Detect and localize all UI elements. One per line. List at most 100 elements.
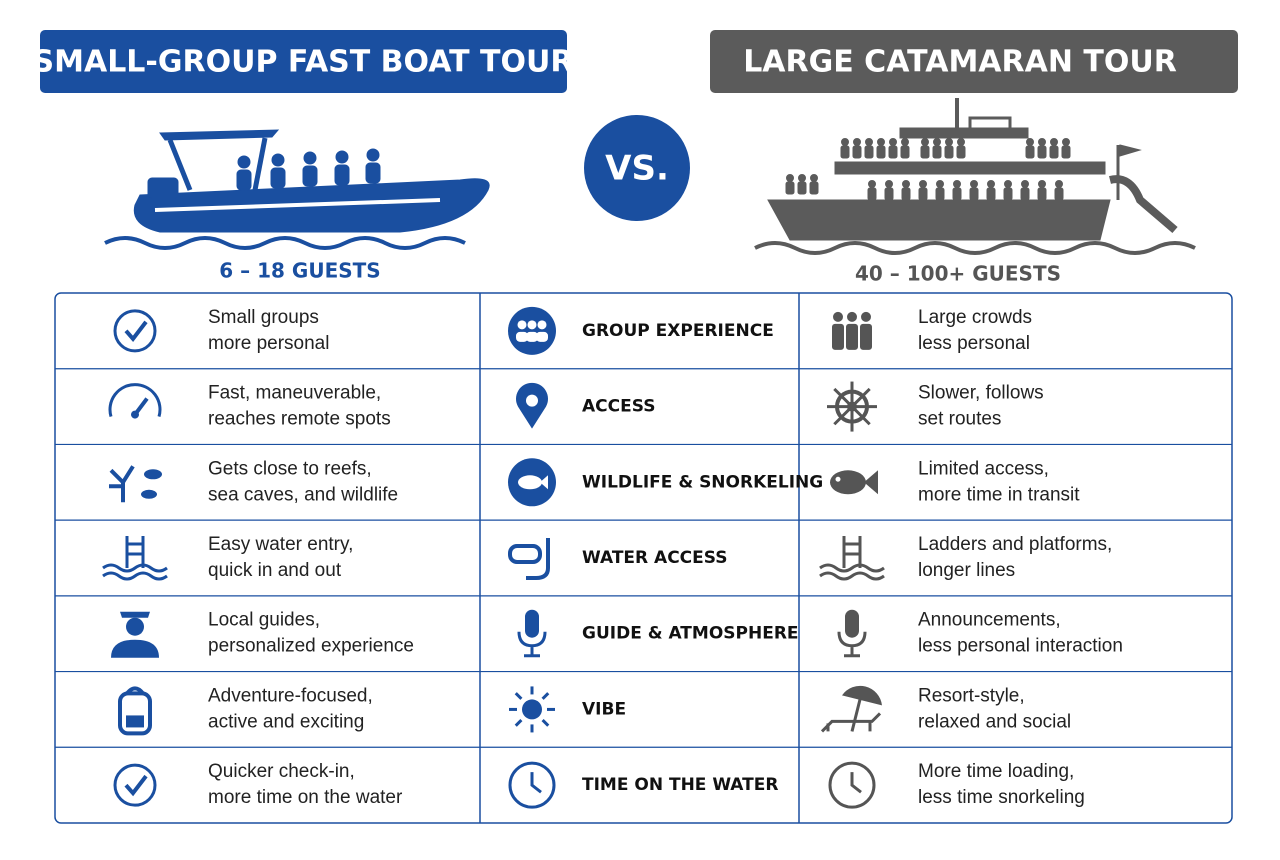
person-head bbox=[865, 138, 873, 146]
right-text: set routes bbox=[918, 409, 1001, 430]
left-text: Fast, maneuverable, bbox=[208, 383, 381, 404]
icon-part bbox=[842, 536, 862, 568]
person-head bbox=[953, 180, 961, 188]
left-text: quick in and out bbox=[208, 560, 342, 581]
passenger bbox=[236, 169, 252, 191]
icon bbox=[819, 536, 885, 581]
top-deck bbox=[899, 127, 1029, 139]
icon bbox=[820, 685, 882, 733]
left-text: reaches remote spots bbox=[208, 409, 391, 430]
left-text: Small groups bbox=[208, 307, 319, 328]
person-head bbox=[936, 180, 944, 188]
right-header-box bbox=[710, 30, 1238, 93]
icon-part bbox=[845, 609, 859, 638]
person-head bbox=[841, 138, 849, 146]
icon-part bbox=[109, 465, 135, 503]
person-head bbox=[901, 138, 909, 146]
left-text: sea caves, and wildlife bbox=[208, 484, 398, 505]
person-body bbox=[901, 187, 911, 201]
icon bbox=[828, 761, 876, 809]
person-head bbox=[919, 180, 927, 188]
passenger bbox=[270, 167, 286, 189]
icon-part bbox=[541, 718, 550, 727]
person-body bbox=[1037, 187, 1047, 201]
icon-part bbox=[120, 611, 150, 618]
icon bbox=[111, 611, 159, 658]
slide bbox=[1109, 175, 1178, 234]
icon-part bbox=[847, 401, 857, 412]
icon bbox=[113, 763, 157, 807]
icon-part bbox=[141, 489, 157, 499]
person-body bbox=[840, 145, 850, 159]
icon-part bbox=[124, 320, 148, 343]
icon-part bbox=[850, 699, 862, 732]
icon-part bbox=[830, 470, 866, 495]
icon bbox=[508, 306, 556, 355]
person-head bbox=[877, 138, 885, 146]
icon-part bbox=[527, 320, 537, 330]
upper-deck bbox=[834, 161, 1106, 175]
icon-part bbox=[111, 639, 159, 658]
icon-part bbox=[526, 331, 538, 342]
icon bbox=[109, 465, 162, 503]
person-body bbox=[956, 145, 966, 159]
right-text: Limited access, bbox=[918, 458, 1049, 479]
icon-part bbox=[102, 571, 168, 581]
person-body bbox=[852, 145, 862, 159]
person-head bbox=[1038, 138, 1046, 146]
icon-part bbox=[526, 538, 550, 580]
icon-part bbox=[850, 772, 862, 794]
passenger bbox=[366, 148, 380, 162]
waves bbox=[104, 236, 466, 250]
icon-part bbox=[108, 383, 162, 417]
person-head bbox=[1021, 180, 1029, 188]
right-text: Slower, follows bbox=[918, 383, 1044, 404]
right-text: Resort-style, bbox=[918, 685, 1025, 706]
category-label: GROUP EXPERIENCE bbox=[582, 321, 774, 341]
left-text: Quicker check-in, bbox=[208, 761, 355, 782]
right-text: Large crowds bbox=[918, 307, 1032, 328]
person-body bbox=[876, 145, 886, 159]
passenger bbox=[303, 151, 317, 165]
person-head bbox=[945, 138, 953, 146]
person-head bbox=[933, 138, 941, 146]
icon-part bbox=[835, 476, 841, 482]
person-body bbox=[1025, 145, 1035, 159]
catamaran bbox=[754, 98, 1196, 255]
icon-part bbox=[540, 475, 548, 490]
person-head bbox=[1062, 138, 1070, 146]
person-body bbox=[900, 145, 910, 159]
person-body bbox=[864, 145, 874, 159]
right-text: less time snorkeling bbox=[918, 787, 1085, 808]
category-label: TIME ON THE WATER bbox=[582, 775, 778, 795]
icon-part bbox=[517, 320, 527, 330]
person-head bbox=[1038, 180, 1046, 188]
boat-pole bbox=[252, 137, 268, 191]
person-head bbox=[868, 180, 876, 188]
icon-part bbox=[516, 331, 528, 342]
icon-part bbox=[861, 311, 871, 322]
icon bbox=[102, 536, 168, 581]
icon-part bbox=[837, 631, 867, 658]
category-label: ACCESS bbox=[582, 397, 655, 417]
left-title: SMALL-GROUP FAST BOAT TOUR bbox=[33, 45, 574, 80]
icon-part bbox=[131, 410, 139, 419]
fast-boat bbox=[104, 129, 490, 250]
person-body bbox=[797, 181, 807, 195]
person-body bbox=[935, 187, 945, 201]
vs-circle bbox=[584, 115, 690, 221]
category-label: VIBE bbox=[582, 699, 626, 719]
person-body bbox=[809, 181, 819, 195]
person-body bbox=[884, 187, 894, 201]
person-head bbox=[889, 138, 897, 146]
person-head bbox=[885, 180, 893, 188]
left-text: Easy water entry, bbox=[208, 534, 353, 555]
category-label: GUIDE & ATMOSPHERE bbox=[582, 624, 799, 644]
person-body bbox=[1003, 187, 1013, 201]
category-label: WATER ACCESS bbox=[582, 548, 728, 568]
person-head bbox=[970, 180, 978, 188]
person-body bbox=[918, 187, 928, 201]
person-body bbox=[952, 187, 962, 201]
person-body bbox=[1037, 145, 1047, 159]
